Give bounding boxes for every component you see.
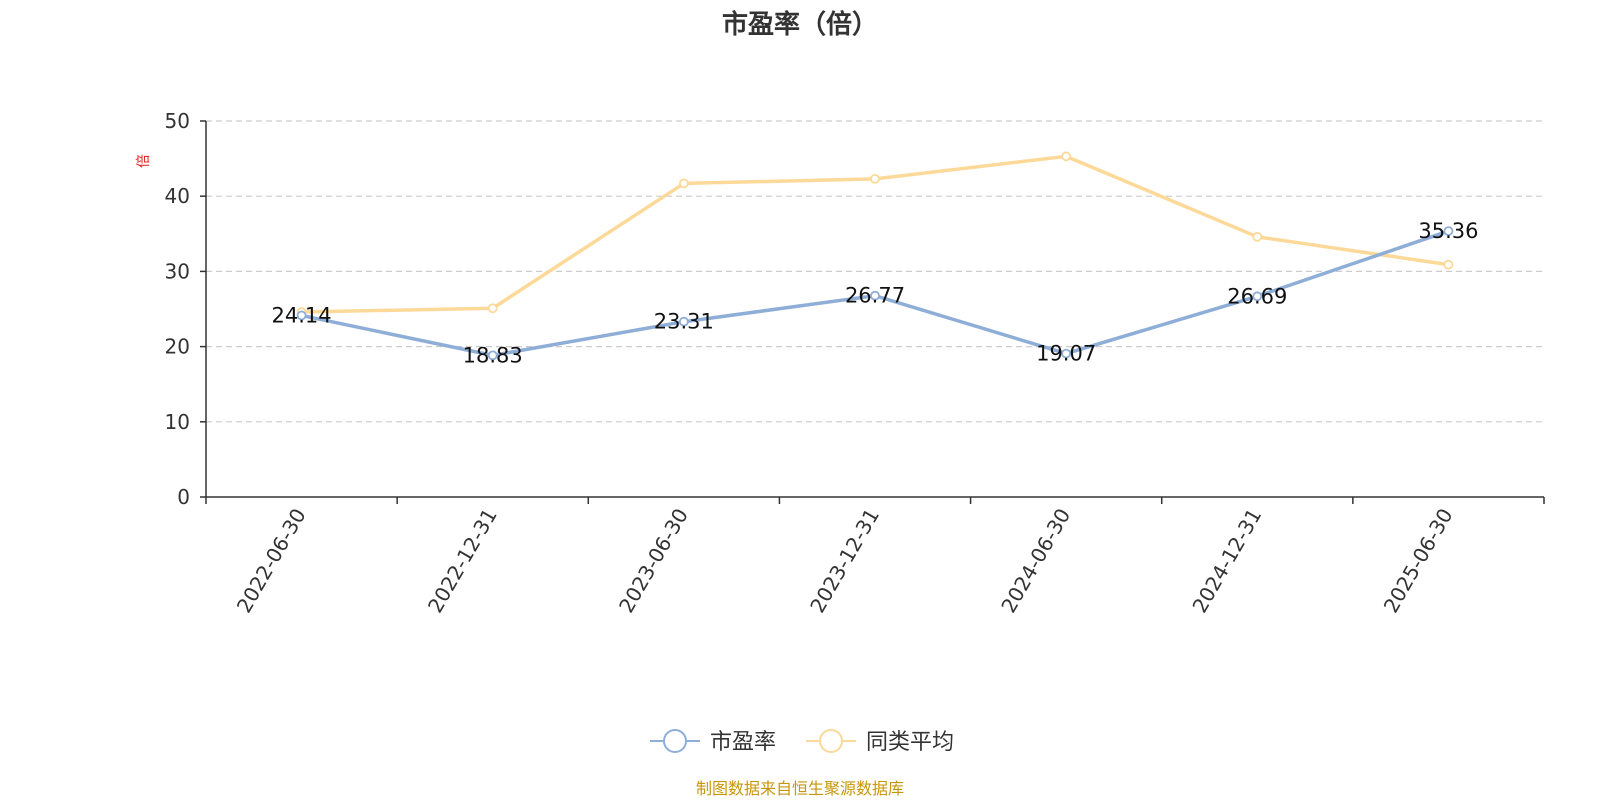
- data-label: 18.83: [463, 343, 523, 367]
- data-label: 19.07: [1036, 342, 1096, 366]
- data-point: [678, 316, 689, 327]
- x-tick-label: 2023-12-31: [805, 504, 884, 617]
- data-labels: 24.14 18.83 23.31 26.77 19.07 26.69 35.36: [272, 219, 1479, 367]
- data-point: [870, 290, 880, 301]
- y-tick-label: 50: [165, 109, 190, 133]
- axes: 0 10 20 30 40 50 2022-06-30 2022-12-31 2023-06-3…: [165, 109, 1545, 617]
- y-tick-label: 10: [165, 410, 190, 434]
- data-label: 24.14: [272, 303, 332, 327]
- data-label: 35.36: [1418, 219, 1478, 243]
- legend-marker: [819, 729, 843, 753]
- x-tick-label: 2025-06-30: [1379, 504, 1458, 617]
- y-tick-label: 0: [177, 485, 190, 509]
- y-tick-label: 30: [165, 259, 190, 283]
- legend[interactable]: 市盈率 同类平均: [650, 729, 954, 755]
- data-point: [487, 350, 498, 361]
- data-point: [1252, 291, 1263, 302]
- y-tick-label: 40: [165, 184, 190, 208]
- data-point: [1061, 151, 1072, 162]
- data-point: [1443, 259, 1454, 270]
- legend-label: 同类平均: [866, 730, 954, 755]
- y-axis-unit-label: 倍: [136, 154, 152, 168]
- data-point: [1443, 226, 1454, 236]
- x-tick-label: 2023-06-30: [614, 504, 693, 617]
- legend-label: 市盈率: [710, 730, 776, 755]
- x-tick-label: 2022-12-31: [423, 504, 502, 617]
- y-tick-label: 20: [165, 335, 190, 359]
- data-point: [487, 303, 498, 314]
- series-lines: [296, 151, 1454, 361]
- x-tick-label: 2024-12-31: [1187, 504, 1266, 617]
- x-tick-label: 2022-06-30: [232, 504, 311, 617]
- data-point: [870, 174, 880, 184]
- x-tick-label: 2024-06-30: [996, 504, 1075, 617]
- grid-lines: [206, 120, 1544, 423]
- data-point: [1252, 231, 1263, 242]
- legend-marker: [663, 729, 687, 753]
- data-point: [678, 178, 689, 189]
- data-label: 26.77: [845, 284, 905, 308]
- data-label: 23.31: [654, 310, 714, 334]
- chart-title: 市盈率（倍）: [722, 9, 878, 40]
- data-label: 26.69: [1227, 284, 1287, 308]
- data-point: [1061, 348, 1072, 359]
- data-point: [296, 310, 307, 321]
- source-note: 制图数据来自恒生聚源数据库: [696, 779, 904, 798]
